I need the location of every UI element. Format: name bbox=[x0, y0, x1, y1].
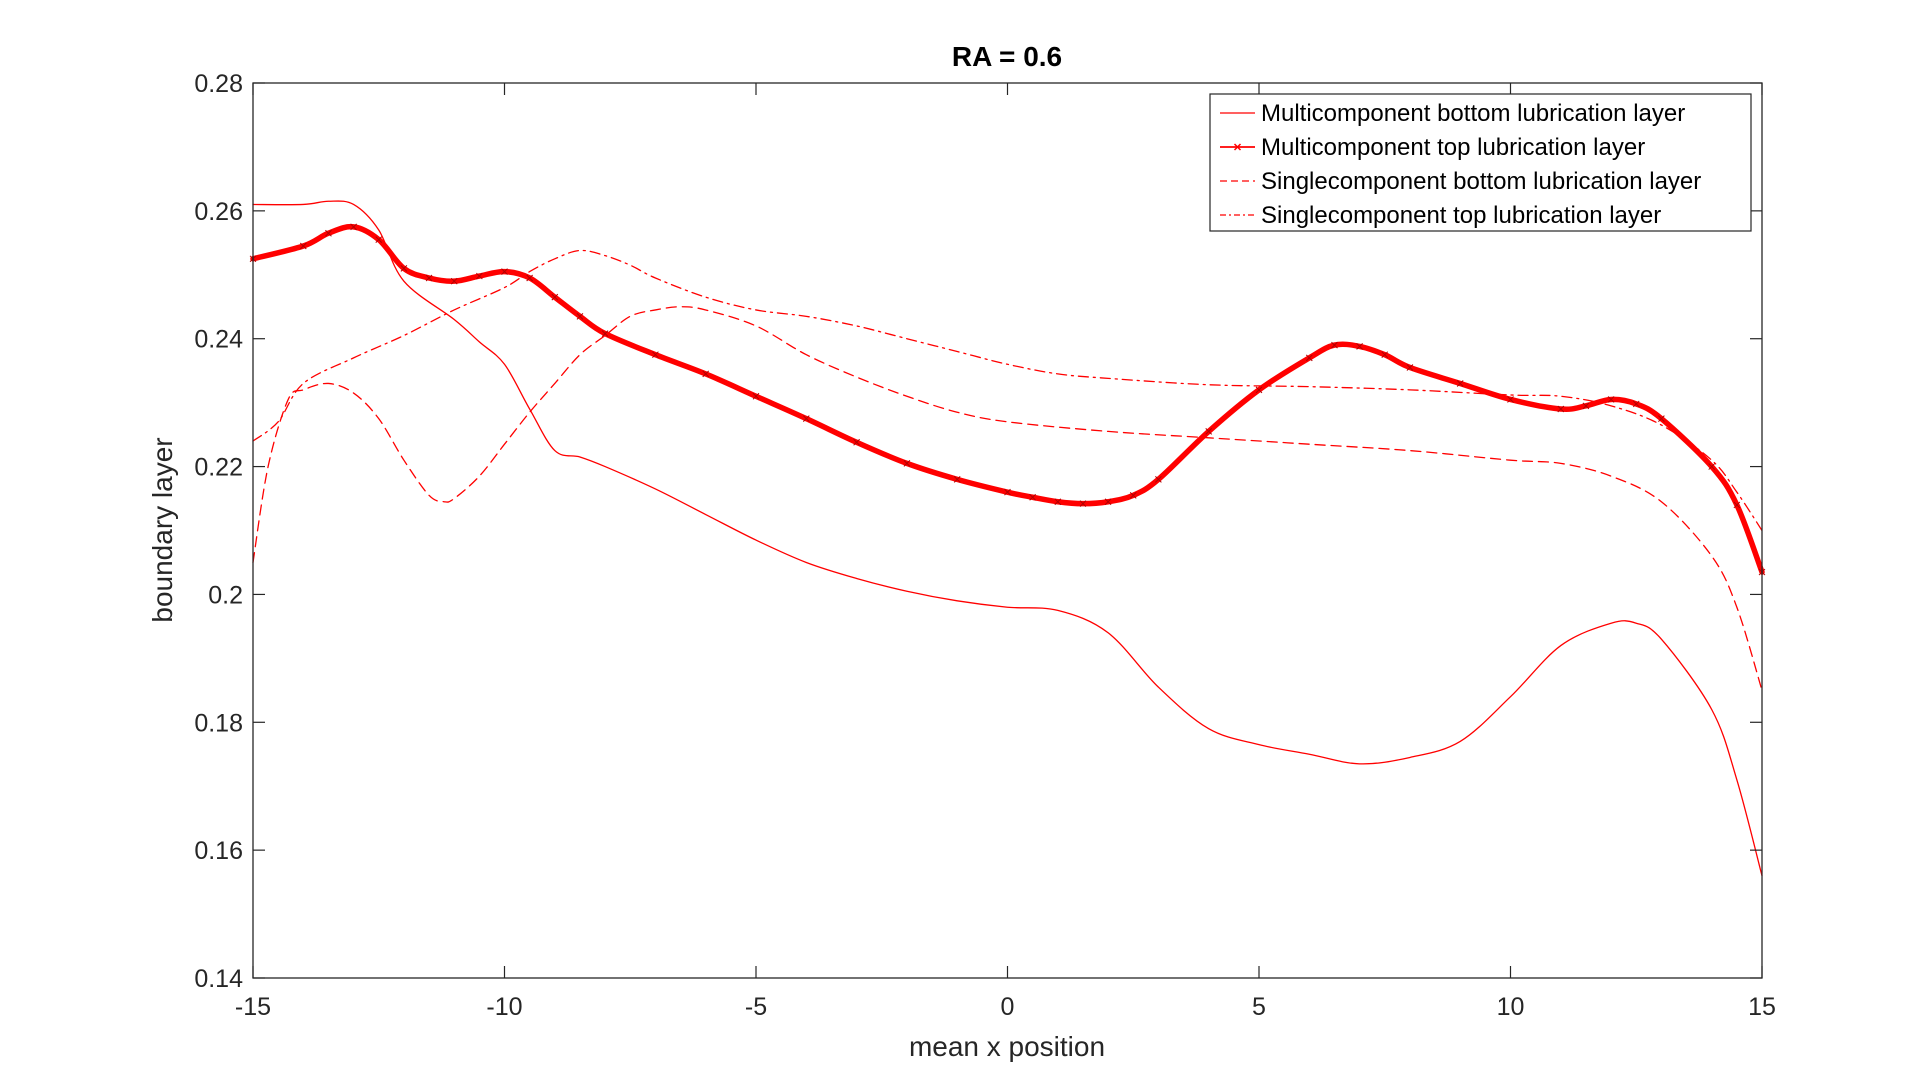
series-2-point bbox=[425, 274, 433, 282]
series-2-point bbox=[802, 415, 810, 422]
y-tick-label: 0.2 bbox=[208, 581, 243, 609]
y-tick-label: 0.14 bbox=[194, 965, 243, 993]
y-tick-label: 0.24 bbox=[194, 326, 243, 354]
ticks-layer bbox=[252, 82, 1763, 979]
legend-label-4: Singlecomponent top lubrication layer bbox=[1261, 202, 1661, 229]
series-2-point bbox=[1155, 476, 1162, 483]
series-2-point bbox=[450, 277, 458, 285]
series-2-point bbox=[752, 392, 760, 400]
plot-area bbox=[253, 83, 1762, 978]
series-2-point bbox=[501, 268, 508, 275]
y-tick-label: 0.16 bbox=[194, 837, 243, 865]
legend: Multicomponent bottom lubrication layer M… bbox=[1209, 93, 1752, 232]
series-2-point bbox=[325, 229, 332, 237]
series-2-point bbox=[1054, 498, 1062, 506]
x-tick-label: 15 bbox=[1748, 993, 1776, 1021]
series-2-point bbox=[601, 330, 609, 337]
series-2-point bbox=[1356, 343, 1363, 350]
series-2-point bbox=[1029, 493, 1037, 501]
series-2-point bbox=[1305, 354, 1313, 362]
series-2-point bbox=[953, 476, 961, 483]
series-2-point bbox=[1658, 415, 1665, 422]
series-layer bbox=[249, 200, 1766, 877]
series-2-point bbox=[475, 272, 483, 280]
series-line-4 bbox=[252, 249, 1763, 532]
series-2-point bbox=[1104, 498, 1112, 506]
series-2-point bbox=[375, 236, 383, 243]
series-2-point bbox=[1733, 501, 1741, 509]
series-2-point bbox=[1632, 400, 1640, 408]
series-2-point bbox=[853, 438, 860, 446]
series-2-point bbox=[350, 223, 357, 231]
x-tick-label: -15 bbox=[235, 993, 271, 1021]
legend-marker bbox=[1233, 143, 1242, 151]
series-2-point bbox=[1331, 341, 1338, 349]
series-2-point bbox=[299, 242, 307, 250]
series-2-point bbox=[1255, 386, 1263, 394]
series-2-point bbox=[1381, 351, 1389, 359]
legend-label-3: Singlecomponent bottom lubrication layer bbox=[1261, 168, 1701, 195]
legend-label-2: Multicomponent top lubrication layer bbox=[1261, 134, 1645, 161]
y-tick-label: 0.18 bbox=[194, 709, 243, 737]
y-tick-label: 0.26 bbox=[194, 198, 243, 226]
legend-box bbox=[1209, 93, 1752, 232]
series-line-3 bbox=[252, 306, 1763, 691]
chart-title: RA = 0.6 bbox=[952, 41, 1062, 72]
series-2-point bbox=[652, 351, 659, 359]
x-tick-label: -5 bbox=[745, 993, 767, 1021]
series-2-point bbox=[526, 274, 534, 282]
series-2-point bbox=[1557, 405, 1565, 413]
series-2-point bbox=[1205, 428, 1213, 435]
legend-label-1: Multicomponent bottom lubrication layer bbox=[1261, 100, 1685, 127]
series-2-point bbox=[1607, 396, 1615, 403]
legend-entries: Multicomponent bottom lubrication layer M… bbox=[1220, 100, 1701, 229]
y-axis-label: boundary layer bbox=[147, 437, 178, 622]
series-2-point bbox=[576, 312, 584, 320]
series-2-point bbox=[1406, 364, 1414, 371]
series-2-point bbox=[1004, 488, 1011, 496]
series-line-1 bbox=[252, 200, 1763, 877]
x-tick-label: 5 bbox=[1252, 993, 1266, 1021]
x-tick-label: -10 bbox=[486, 993, 522, 1021]
series-2-point bbox=[903, 460, 911, 467]
y-tick-label: 0.28 bbox=[194, 70, 243, 98]
series-2-point bbox=[702, 370, 710, 378]
series-2-point bbox=[551, 293, 559, 301]
x-tick-label: 0 bbox=[1001, 993, 1015, 1021]
series-2-point bbox=[1507, 396, 1514, 403]
tick-labels-layer: -15 -10 -5 0 5 10 15 0.14 0.16 0.18 0.2 0.22 0.24 0.2… bbox=[194, 70, 1776, 1021]
series-2-point bbox=[1456, 380, 1464, 387]
series-2-point bbox=[1708, 463, 1716, 470]
series-2-point bbox=[400, 265, 408, 272]
series-line-2 bbox=[250, 223, 1765, 575]
series-2-point bbox=[1582, 402, 1590, 410]
series-2-point bbox=[1129, 491, 1137, 499]
x-axis-label: mean x position bbox=[909, 1031, 1105, 1062]
x-tick-label: 10 bbox=[1497, 993, 1525, 1021]
y-tick-label: 0.22 bbox=[194, 454, 243, 482]
series-2-point bbox=[1079, 500, 1087, 508]
